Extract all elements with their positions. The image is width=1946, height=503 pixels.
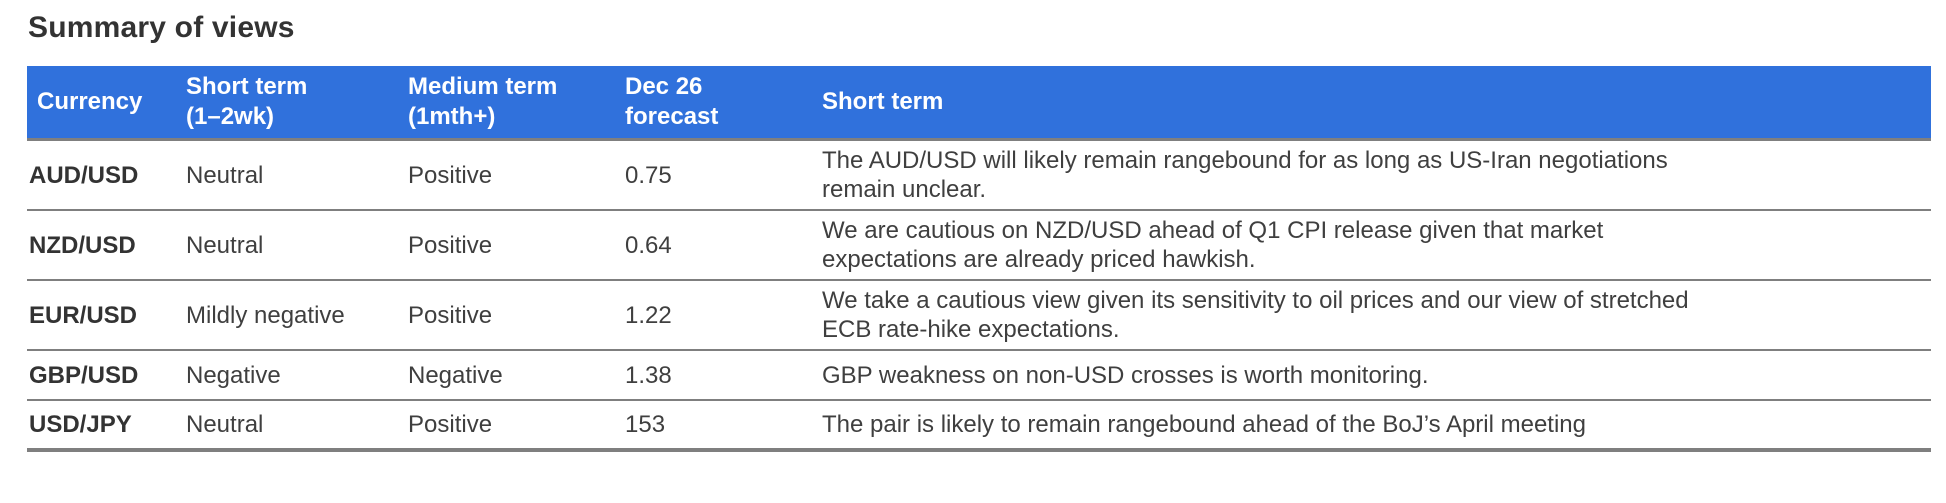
currency-cell: NZD/USD: [27, 210, 175, 281]
header-medium-term: Medium term (1mth+): [397, 66, 614, 141]
currency-cell: USD/JPY: [27, 400, 175, 452]
table-row: EUR/USD Mildly negative Positive 1.22 We…: [27, 280, 1931, 351]
table-row: AUD/USD Neutral Positive 0.75 The AUD/US…: [27, 139, 1931, 211]
medium-term-cell: Positive: [397, 139, 614, 211]
header-currency: Currency: [27, 66, 175, 141]
view-cell: We take a cautious view given its sensit…: [811, 280, 1931, 351]
view-cell: The pair is likely to remain rangebound …: [811, 400, 1931, 452]
header-short-term-view: Short term: [811, 66, 1931, 141]
view-cell: We are cautious on NZD/USD ahead of Q1 C…: [811, 210, 1931, 281]
view-cell: GBP weakness on non-USD crosses is worth…: [811, 350, 1931, 401]
table-row: NZD/USD Neutral Positive 0.64 We are cau…: [27, 210, 1931, 281]
forecast-cell: 1.22: [614, 280, 811, 351]
short-term-cell: Negative: [175, 350, 397, 401]
medium-term-cell: Positive: [397, 210, 614, 281]
table-header-row: Currency Short term (1–2wk) Medium term …: [27, 66, 1931, 141]
currency-cell: GBP/USD: [27, 350, 175, 401]
page-title: Summary of views: [28, 11, 295, 44]
short-term-cell: Mildly negative: [175, 280, 397, 351]
medium-term-cell: Negative: [397, 350, 614, 401]
currency-cell: AUD/USD: [27, 139, 175, 211]
short-term-cell: Neutral: [175, 139, 397, 211]
medium-term-cell: Positive: [397, 280, 614, 351]
table-row: USD/JPY Neutral Positive 153 The pair is…: [27, 400, 1931, 452]
header-short-term: Short term (1–2wk): [175, 66, 397, 141]
view-cell: The AUD/USD will likely remain rangeboun…: [811, 139, 1931, 211]
forecast-cell: 0.75: [614, 139, 811, 211]
currency-cell: EUR/USD: [27, 280, 175, 351]
short-term-cell: Neutral: [175, 210, 397, 281]
forecast-cell: 1.38: [614, 350, 811, 401]
forecast-cell: 153: [614, 400, 811, 452]
header-dec-26-forecast: Dec 26 forecast: [614, 66, 811, 141]
table-row: GBP/USD Negative Negative 1.38 GBP weakn…: [27, 350, 1931, 401]
summary-of-views-table: Currency Short term (1–2wk) Medium term …: [27, 66, 1931, 452]
medium-term-cell: Positive: [397, 400, 614, 452]
short-term-cell: Neutral: [175, 400, 397, 452]
forecast-cell: 0.64: [614, 210, 811, 281]
